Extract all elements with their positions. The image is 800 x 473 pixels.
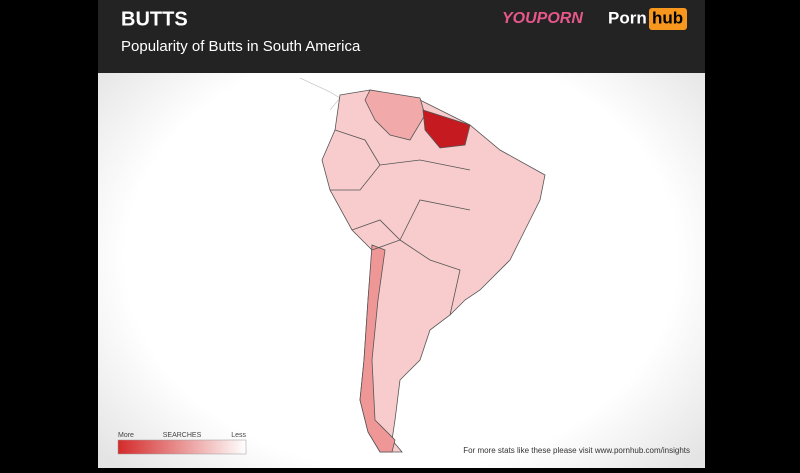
title: BUTTS bbox=[121, 8, 188, 30]
borders bbox=[330, 129, 471, 316]
central-america bbox=[299, 77, 341, 111]
map bbox=[299, 77, 546, 453]
venezuela bbox=[364, 89, 426, 141]
pornhub-logo-hub: hub bbox=[652, 8, 683, 27]
subtitle: Popularity of Butts in South America bbox=[121, 38, 361, 55]
legend-more: More bbox=[118, 432, 134, 439]
legend-scale bbox=[117, 439, 247, 455]
legend-label: SEARCHES bbox=[163, 432, 202, 439]
hub-box bbox=[649, 8, 687, 30]
pornhub-logo-porn: Porn bbox=[608, 8, 647, 27]
legend-less: Less bbox=[231, 432, 246, 439]
guianas bbox=[422, 109, 471, 149]
footer: For more stats like these please visit w… bbox=[463, 446, 690, 455]
continent bbox=[321, 89, 546, 453]
youporn-logo: YOUPORN bbox=[502, 10, 583, 27]
chile bbox=[359, 244, 396, 453]
header-bar bbox=[98, 0, 705, 73]
